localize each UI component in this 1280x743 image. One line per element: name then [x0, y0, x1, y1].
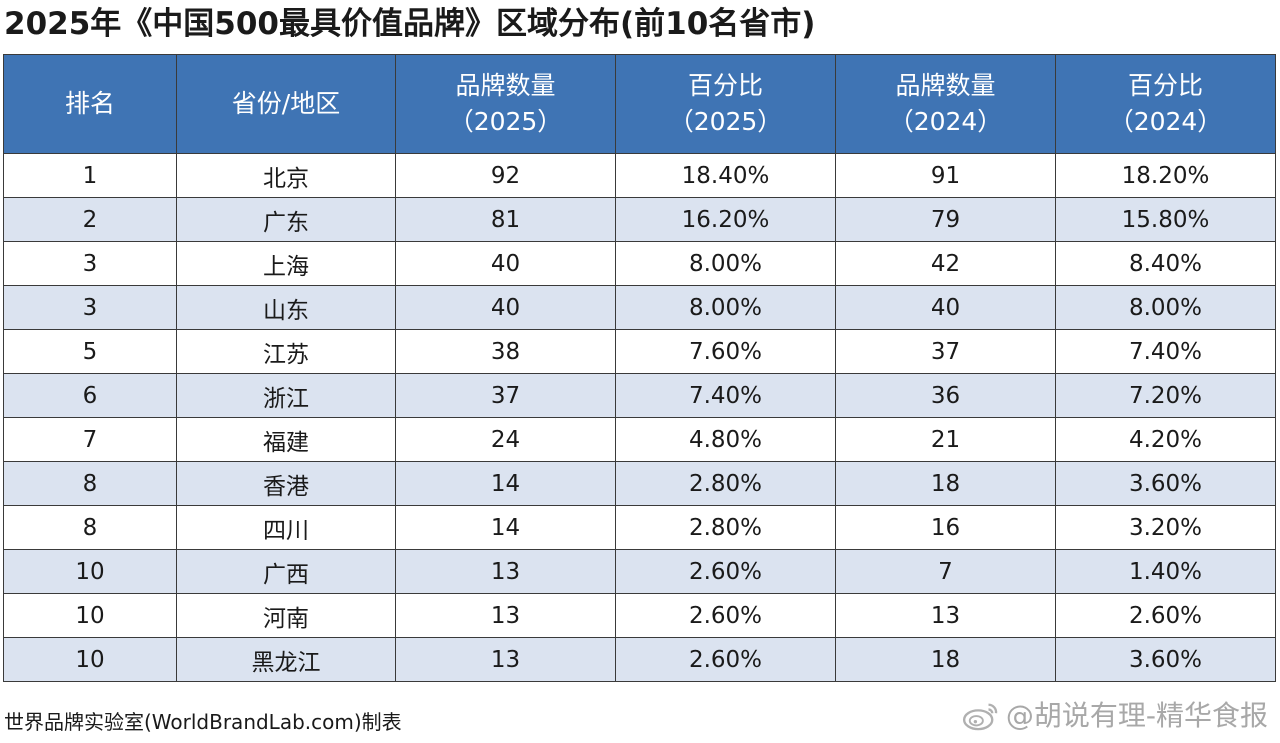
rank-cell: 6 [3, 373, 177, 418]
table-row: 1 北京 92 18.40% 91 18.20% [3, 153, 1276, 198]
table-row: 10 黑龙江 13 2.60% 18 3.60% [3, 637, 1276, 682]
count-2024-cell: 42 [835, 241, 1056, 286]
region-distribution-table: 排名 省份/地区 品牌数量 （2025） 百分比 （2025） 品牌数量 （2024）… [3, 54, 1276, 682]
count-2025-cell: 13 [395, 637, 616, 682]
percent-2025-cell: 2.80% [615, 461, 836, 506]
weibo-icon [962, 703, 998, 731]
table-row: 10 广西 13 2.60% 7 1.40% [3, 549, 1276, 594]
header-percent-2025: 百分比 （2025） [615, 54, 836, 154]
percent-2025-cell: 2.60% [615, 549, 836, 594]
percent-2024-cell: 7.40% [1055, 329, 1276, 374]
count-2025-cell: 13 [395, 549, 616, 594]
count-2024-cell: 91 [835, 153, 1056, 198]
province-cell: 江苏 [176, 329, 396, 374]
percent-2024-cell: 3.20% [1055, 505, 1276, 550]
count-2024-cell: 37 [835, 329, 1056, 374]
watermark: @胡说有理-精华食报 [962, 696, 1268, 736]
percent-2025-cell: 18.40% [615, 153, 836, 198]
rank-cell: 1 [3, 153, 177, 198]
count-2025-cell: 40 [395, 285, 616, 330]
count-2025-cell: 38 [395, 329, 616, 374]
rank-cell: 10 [3, 593, 177, 638]
count-2025-cell: 40 [395, 241, 616, 286]
count-2025-cell: 13 [395, 593, 616, 638]
province-cell: 广东 [176, 197, 396, 242]
percent-2025-cell: 7.40% [615, 373, 836, 418]
rank-cell: 8 [3, 461, 177, 506]
province-cell: 香港 [176, 461, 396, 506]
province-cell: 北京 [176, 153, 396, 198]
count-2025-cell: 37 [395, 373, 616, 418]
percent-2024-cell: 3.60% [1055, 637, 1276, 682]
count-2024-cell: 36 [835, 373, 1056, 418]
rank-cell: 3 [3, 285, 177, 330]
count-2025-cell: 81 [395, 197, 616, 242]
watermark-text: @胡说有理-精华食报 [1005, 699, 1268, 732]
province-cell: 山东 [176, 285, 396, 330]
count-2024-cell: 16 [835, 505, 1056, 550]
table-row: 3 山东 40 8.00% 40 8.00% [3, 285, 1276, 330]
header-percent-2024: 百分比 （2024） [1055, 54, 1276, 154]
rank-cell: 10 [3, 549, 177, 594]
header-rank: 排名 [3, 54, 177, 154]
rank-cell: 3 [3, 241, 177, 286]
province-cell: 河南 [176, 593, 396, 638]
percent-2025-cell: 2.60% [615, 593, 836, 638]
count-2024-cell: 13 [835, 593, 1056, 638]
percent-2025-cell: 8.00% [615, 241, 836, 286]
percent-2024-cell: 8.40% [1055, 241, 1276, 286]
table-row: 3 上海 40 8.00% 42 8.40% [3, 241, 1276, 286]
count-2025-cell: 24 [395, 417, 616, 462]
rank-cell: 8 [3, 505, 177, 550]
table-row: 6 浙江 37 7.40% 36 7.20% [3, 373, 1276, 418]
percent-2025-cell: 2.80% [615, 505, 836, 550]
province-cell: 广西 [176, 549, 396, 594]
percent-2025-cell: 2.60% [615, 637, 836, 682]
count-2024-cell: 21 [835, 417, 1056, 462]
page-title: 2025年《中国500最具价值品牌》区域分布(前10名省市) [4, 6, 816, 42]
count-2024-cell: 79 [835, 197, 1056, 242]
rank-cell: 10 [3, 637, 177, 682]
count-2024-cell: 40 [835, 285, 1056, 330]
percent-2025-cell: 16.20% [615, 197, 836, 242]
count-2025-cell: 14 [395, 505, 616, 550]
percent-2025-cell: 4.80% [615, 417, 836, 462]
table-body: 1 北京 92 18.40% 91 18.20% 2 广东 81 16.20% 79 15.80% 3 上… [3, 153, 1276, 682]
count-2025-cell: 14 [395, 461, 616, 506]
rank-cell: 7 [3, 417, 177, 462]
count-2024-cell: 18 [835, 637, 1056, 682]
table-row: 8 四川 14 2.80% 16 3.20% [3, 505, 1276, 550]
province-cell: 四川 [176, 505, 396, 550]
province-cell: 黑龙江 [176, 637, 396, 682]
percent-2025-cell: 7.60% [615, 329, 836, 374]
header-province: 省份/地区 [176, 54, 396, 154]
percent-2024-cell: 3.60% [1055, 461, 1276, 506]
table-row: 10 河南 13 2.60% 13 2.60% [3, 593, 1276, 638]
table-row: 5 江苏 38 7.60% 37 7.40% [3, 329, 1276, 374]
header-count-2024: 品牌数量 （2024） [835, 54, 1056, 154]
header-count-2025: 品牌数量 （2025） [395, 54, 616, 154]
percent-2024-cell: 8.00% [1055, 285, 1276, 330]
percent-2024-cell: 1.40% [1055, 549, 1276, 594]
rank-cell: 2 [3, 197, 177, 242]
table-header-row: 排名 省份/地区 品牌数量 （2025） 百分比 （2025） 品牌数量 （2024）… [3, 54, 1276, 154]
percent-2024-cell: 18.20% [1055, 153, 1276, 198]
province-cell: 福建 [176, 417, 396, 462]
table-row: 7 福建 24 4.80% 21 4.20% [3, 417, 1276, 462]
percent-2024-cell: 2.60% [1055, 593, 1276, 638]
table-row: 8 香港 14 2.80% 18 3.60% [3, 461, 1276, 506]
province-cell: 上海 [176, 241, 396, 286]
table-row: 2 广东 81 16.20% 79 15.80% [3, 197, 1276, 242]
rank-cell: 5 [3, 329, 177, 374]
percent-2025-cell: 8.00% [615, 285, 836, 330]
count-2025-cell: 92 [395, 153, 616, 198]
count-2024-cell: 7 [835, 549, 1056, 594]
count-2024-cell: 18 [835, 461, 1056, 506]
percent-2024-cell: 4.20% [1055, 417, 1276, 462]
source-note: 世界品牌实验室(WorldBrandLab.com)制表 [4, 710, 402, 734]
province-cell: 浙江 [176, 373, 396, 418]
percent-2024-cell: 7.20% [1055, 373, 1276, 418]
percent-2024-cell: 15.80% [1055, 197, 1276, 242]
